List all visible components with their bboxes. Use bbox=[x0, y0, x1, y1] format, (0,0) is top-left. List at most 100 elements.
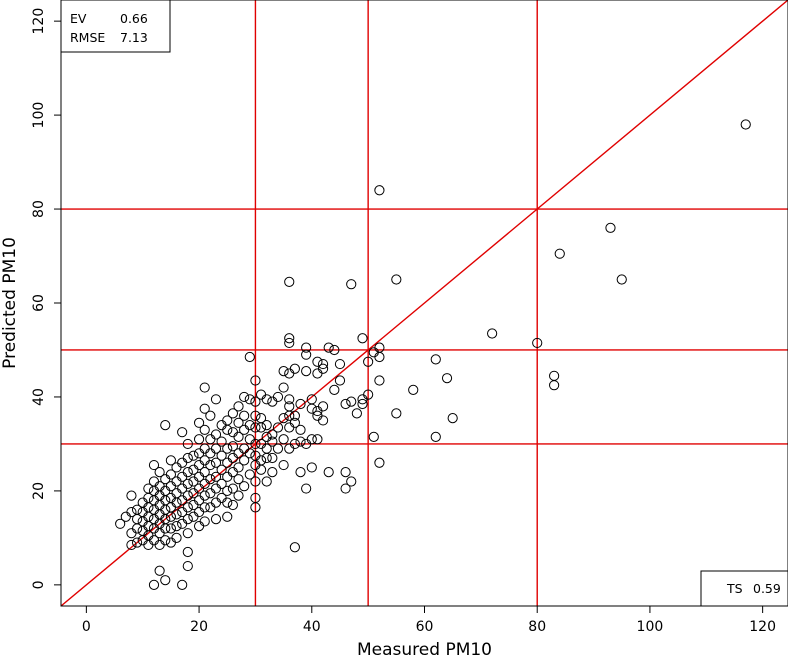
data-point bbox=[346, 396, 357, 407]
data-point bbox=[148, 579, 160, 590]
data-point bbox=[137, 535, 148, 546]
data-point bbox=[250, 396, 261, 407]
data-point bbox=[188, 450, 199, 461]
data-point bbox=[199, 516, 210, 527]
data-point bbox=[188, 464, 199, 475]
data-point bbox=[177, 506, 188, 518]
data-point bbox=[363, 356, 374, 367]
reference-lines bbox=[61, 0, 788, 606]
data-point bbox=[549, 370, 560, 381]
data-point bbox=[346, 279, 357, 290]
data-point bbox=[295, 424, 306, 435]
data-point bbox=[239, 481, 250, 492]
data-point bbox=[115, 518, 126, 529]
y-tick-label: 80 bbox=[31, 200, 47, 218]
data-point bbox=[165, 537, 176, 548]
data-point bbox=[182, 438, 193, 450]
data-point bbox=[239, 410, 250, 421]
data-point bbox=[740, 119, 751, 130]
data-point bbox=[312, 434, 323, 445]
data-point bbox=[374, 351, 385, 363]
data-point bbox=[126, 506, 137, 518]
data-point bbox=[549, 380, 560, 391]
data-point bbox=[205, 488, 216, 499]
data-point bbox=[143, 483, 154, 494]
data-point bbox=[340, 398, 351, 410]
data-point bbox=[284, 333, 295, 344]
x-tick-label: 100 bbox=[637, 619, 664, 635]
y-tick-label: 40 bbox=[31, 388, 47, 406]
data-point bbox=[306, 462, 317, 473]
x-tick-label: 80 bbox=[528, 619, 546, 635]
data-point bbox=[193, 448, 205, 459]
identity-line bbox=[61, 0, 788, 606]
x-tick-label: 0 bbox=[82, 619, 91, 635]
data-point bbox=[182, 560, 193, 572]
rmse-label: RMSE bbox=[70, 30, 105, 45]
data-point bbox=[244, 469, 255, 480]
data-point bbox=[233, 474, 244, 485]
data-point bbox=[210, 429, 222, 440]
data-point bbox=[222, 424, 233, 435]
data-point bbox=[222, 471, 233, 482]
y-tick-label: 120 bbox=[31, 8, 47, 35]
data-point bbox=[272, 391, 284, 403]
data-point bbox=[199, 443, 210, 454]
data-point bbox=[306, 403, 317, 414]
x-tick-label: 60 bbox=[416, 619, 434, 635]
data-point bbox=[250, 422, 261, 433]
data-point bbox=[182, 528, 193, 539]
data-point bbox=[278, 434, 289, 445]
data-point bbox=[160, 495, 171, 506]
data-point bbox=[154, 490, 165, 501]
data-point bbox=[182, 546, 193, 558]
data-point bbox=[171, 497, 182, 508]
data-point bbox=[143, 492, 154, 504]
data-point bbox=[216, 450, 227, 461]
data-point bbox=[272, 443, 284, 454]
data-point bbox=[244, 420, 255, 431]
data-point bbox=[182, 452, 193, 464]
data-point bbox=[177, 471, 188, 482]
data-point bbox=[329, 384, 340, 396]
x-tick-label: 20 bbox=[190, 619, 208, 635]
data-point bbox=[143, 511, 154, 522]
data-point bbox=[160, 575, 171, 586]
data-point bbox=[210, 457, 222, 468]
y-axis: 0 20 40 60 80 100 120 bbox=[31, 8, 61, 589]
data-point bbox=[329, 344, 340, 356]
data-point bbox=[278, 382, 289, 393]
data-point bbox=[239, 455, 250, 466]
data-point bbox=[222, 443, 233, 454]
data-point bbox=[131, 523, 143, 534]
data-point bbox=[334, 375, 346, 386]
data-point bbox=[233, 431, 244, 442]
y-tick-label: 0 bbox=[31, 580, 47, 589]
data-point bbox=[227, 483, 238, 494]
data-point bbox=[126, 490, 137, 501]
data-point bbox=[278, 366, 289, 377]
data-point bbox=[177, 427, 188, 438]
data-point bbox=[227, 427, 238, 438]
data-point bbox=[222, 511, 233, 522]
data-point bbox=[233, 401, 244, 412]
data-point bbox=[244, 351, 255, 363]
data-point bbox=[284, 276, 295, 287]
data-point bbox=[227, 452, 238, 464]
data-point bbox=[284, 422, 295, 433]
data-point bbox=[301, 366, 312, 377]
data-point bbox=[346, 476, 357, 487]
data-points bbox=[115, 119, 751, 590]
data-point bbox=[278, 412, 289, 424]
data-point bbox=[255, 389, 267, 400]
data-point bbox=[250, 502, 261, 513]
data-point bbox=[295, 398, 306, 410]
data-point bbox=[284, 401, 295, 412]
data-point bbox=[250, 375, 261, 386]
data-point bbox=[165, 469, 176, 480]
data-point bbox=[408, 384, 419, 396]
data-point bbox=[261, 452, 272, 464]
data-point bbox=[357, 333, 368, 344]
data-point bbox=[340, 467, 351, 478]
